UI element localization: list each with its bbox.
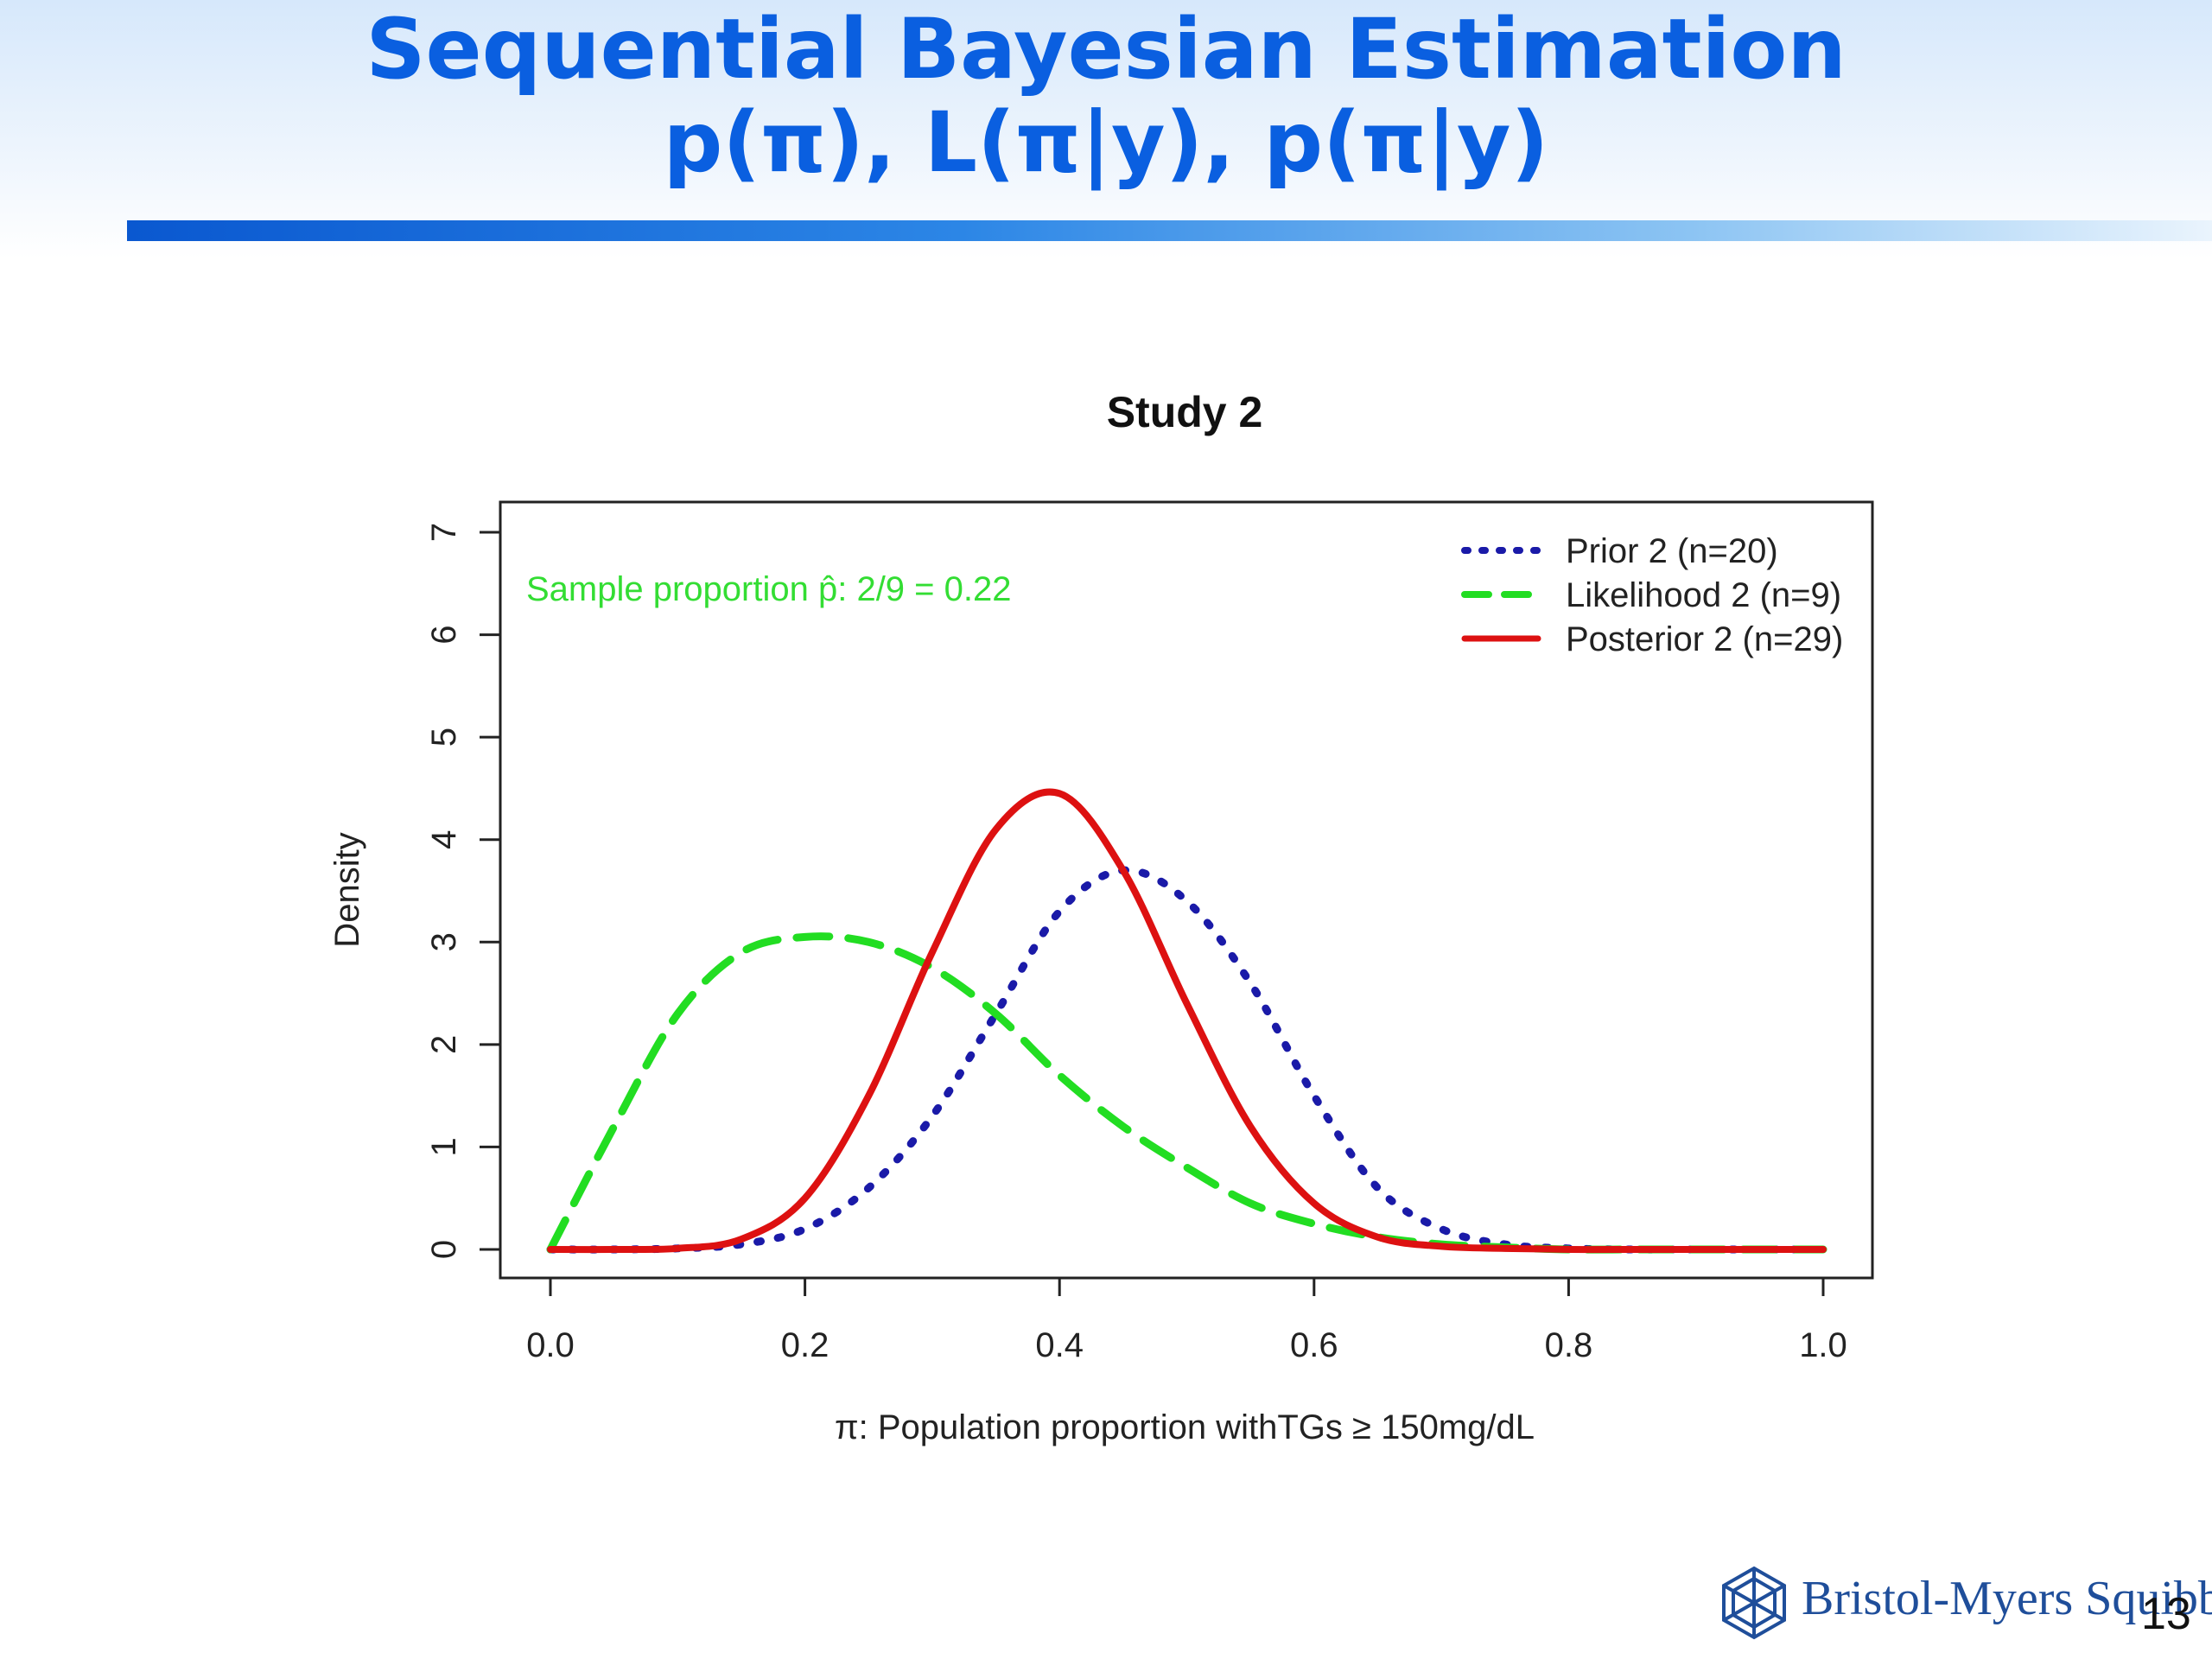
x-tick-label: 1.0 bbox=[1799, 1326, 1847, 1364]
series-layer bbox=[546, 788, 1827, 1254]
legend-label: Prior 2 (n=20) bbox=[1566, 532, 1778, 570]
y-axis: 0 1 2 3 4 5 6 7 bbox=[425, 523, 502, 1259]
bms-logo-icon bbox=[1722, 1566, 1786, 1640]
y-tick-label: 1 bbox=[425, 1137, 463, 1156]
x-tick-label: 0.0 bbox=[526, 1326, 575, 1364]
x-axis-label: π: Population proportion withTGs ≥ 150mg… bbox=[835, 1408, 1535, 1446]
series-line-posterior-2-n-29 bbox=[547, 788, 1827, 1254]
legend-label: Likelihood 2 (n=9) bbox=[1566, 576, 1841, 614]
sample-proportion-annotation: Sample proportion p̂: 2/9 = 0.22 bbox=[526, 570, 1011, 608]
x-axis: 0.0 0.2 0.4 0.6 0.8 1.0 bbox=[526, 1276, 1847, 1364]
series-line-likelihood-2-n-9 bbox=[546, 932, 1827, 1254]
y-axis-label: Density bbox=[328, 832, 366, 947]
y-tick-label: 4 bbox=[425, 830, 463, 849]
slide-title-line1: Sequential Bayesian Estimation bbox=[365, 1, 1847, 98]
title-banner bbox=[0, 0, 2212, 259]
plot-frame bbox=[499, 500, 1874, 1280]
legend-label: Posterior 2 (n=29) bbox=[1566, 620, 1843, 658]
title-divider bbox=[127, 220, 2212, 241]
y-tick-label: 2 bbox=[425, 1035, 463, 1054]
legend: Prior 2 (n=20) Likelihood 2 (n=9) Posterio… bbox=[1461, 532, 1843, 658]
chart-title: Study 2 bbox=[1107, 388, 1263, 436]
y-tick-label: 3 bbox=[425, 932, 463, 951]
series-line-prior-2-n-20 bbox=[546, 866, 1827, 1254]
x-tick-label: 0.6 bbox=[1290, 1326, 1338, 1364]
y-tick-label: 5 bbox=[425, 728, 463, 747]
page-number: 13 bbox=[2141, 1589, 2191, 1639]
y-tick-label: 6 bbox=[425, 625, 463, 644]
y-tick-label: 0 bbox=[425, 1240, 463, 1259]
company-logo-text: Bristol-Myers Squibb bbox=[1802, 1572, 2212, 1625]
x-tick-label: 0.8 bbox=[1545, 1326, 1593, 1364]
slide-title-line2: p(π), L(π|y), p(π|y) bbox=[663, 94, 1549, 191]
y-tick-label: 7 bbox=[425, 523, 463, 542]
x-tick-label: 0.2 bbox=[781, 1326, 830, 1364]
x-tick-label: 0.4 bbox=[1035, 1326, 1084, 1364]
